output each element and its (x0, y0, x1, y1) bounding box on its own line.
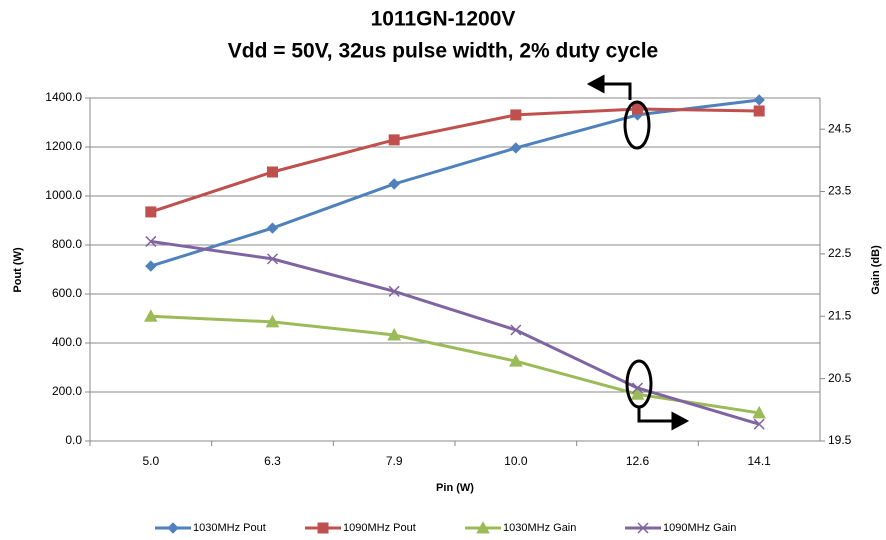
x-tick-label: 5.0 (142, 454, 159, 468)
y-tick-label: 600.0 (52, 286, 82, 300)
marker (753, 94, 765, 106)
marker (510, 142, 522, 154)
marker (388, 134, 400, 146)
y-tick-label: 0.0 (65, 433, 82, 447)
legend-marker (476, 520, 490, 534)
marker (145, 260, 157, 272)
legend-marker (317, 522, 329, 534)
series-line (150, 107, 760, 214)
marker (145, 206, 157, 218)
marker (145, 235, 157, 247)
marker (387, 327, 402, 341)
y-tick-label: 800.0 (52, 237, 82, 251)
y-tick-label: 1200.0 (45, 139, 82, 153)
legend-label: 1090MHz Gain (663, 522, 736, 534)
y2-tick-label: 24.5 (828, 121, 852, 135)
chart-title: 1011GN-1200V (371, 8, 516, 31)
x-tick-label: 7.9 (386, 454, 403, 468)
series-line (150, 98, 760, 268)
marker (753, 105, 765, 117)
series-line (150, 239, 760, 426)
marker (266, 253, 279, 265)
legend-label: 1030MHz Gain (503, 522, 576, 534)
y-tick-label: 1000.0 (45, 188, 82, 202)
y2-tick-label: 19.5 (828, 433, 852, 447)
y-axis-label: Pout (W) (12, 247, 24, 293)
y2-axis-label: Gain (dB) (870, 245, 882, 295)
arrow (600, 82, 632, 100)
y2-tick-label: 22.5 (828, 246, 852, 260)
x-tick-label: 10.0 (504, 454, 528, 468)
y-tick-label: 1400.0 (45, 90, 82, 104)
arrow-head (671, 411, 690, 431)
marker (143, 309, 158, 322)
arrow (637, 407, 675, 423)
ellipse (623, 100, 651, 150)
marker (630, 387, 645, 400)
marker (388, 285, 400, 297)
marker (632, 103, 643, 115)
legend-label: 1030MHz Pout (193, 522, 266, 534)
annotations (586, 74, 690, 431)
legend-marker (637, 522, 649, 534)
marker (388, 178, 400, 190)
marker (753, 418, 765, 430)
legend-marker (167, 522, 179, 534)
marker (266, 222, 279, 234)
marker (510, 324, 522, 336)
x-axis-label: Pin (W) (436, 482, 474, 494)
y2-tick-label: 23.5 (828, 184, 852, 198)
marker (508, 354, 523, 367)
y-tick-label: 200.0 (52, 384, 82, 398)
y2-tick-label: 21.5 (828, 308, 852, 322)
x-tick-label: 6.3 (264, 454, 281, 468)
marker (631, 382, 644, 394)
series-line (150, 314, 760, 415)
chart-subtitle: Vdd = 50V, 32us pulse width, 2% duty cyc… (228, 40, 658, 63)
y-tick-label: 400.0 (52, 335, 82, 349)
marker (510, 109, 522, 121)
x-tick-label: 12.6 (626, 454, 650, 468)
legend-label: 1090MHz Pout (343, 522, 416, 534)
marker (265, 314, 280, 328)
marker (752, 405, 767, 419)
marker (267, 166, 278, 178)
arrow-head (586, 74, 605, 94)
x-tick-label: 14.1 (747, 454, 771, 468)
y2-tick-label: 20.5 (828, 371, 852, 385)
